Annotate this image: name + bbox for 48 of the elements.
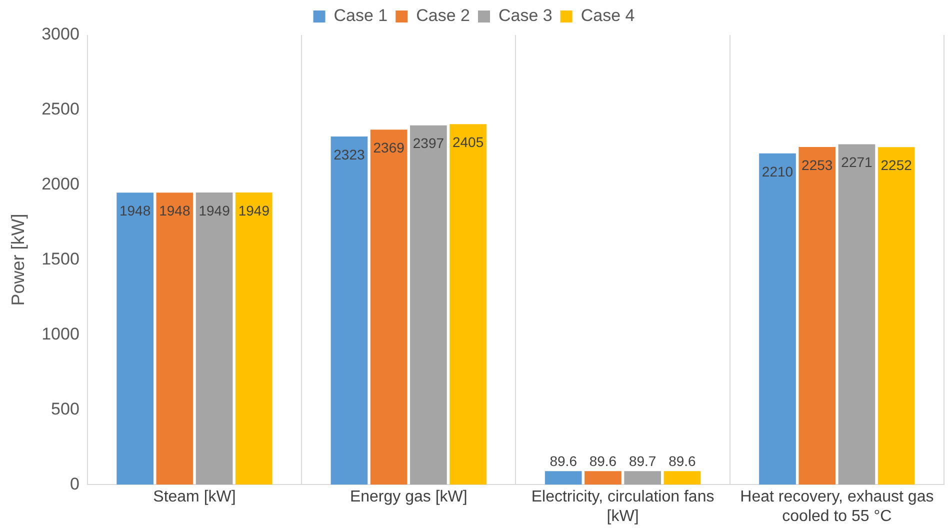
bar <box>878 147 915 485</box>
y-axis-title: Power [kW] <box>8 214 28 306</box>
x-tick-label: Heat recovery, exhaust gas cooled to 55 °C <box>740 488 934 525</box>
y-tick-label: 2500 <box>42 100 80 119</box>
legend-label: Case 4 <box>580 6 635 26</box>
bar <box>759 153 796 485</box>
bar <box>544 471 582 485</box>
data-label: 2252 <box>880 156 912 173</box>
legend-label: Case 1 <box>334 6 388 26</box>
bar <box>798 146 836 485</box>
bar <box>330 136 368 485</box>
x-tick-label: Steam [kW] <box>153 488 236 506</box>
y-tick-label: 1500 <box>42 249 80 268</box>
data-label: 89.6 <box>550 453 578 470</box>
bar <box>370 130 408 485</box>
data-label: 2323 <box>334 146 365 162</box>
data-label: 89.6 <box>668 453 696 470</box>
data-label: 1949 <box>198 202 230 218</box>
y-tick-label: 2000 <box>42 174 80 194</box>
bar <box>584 471 622 485</box>
bar <box>450 124 486 485</box>
bar <box>838 144 876 485</box>
bar <box>235 192 272 485</box>
data-label: 1948 <box>159 202 190 219</box>
data-label: 2253 <box>802 156 833 173</box>
x-tick-label: Electricity, circulation fans [kW] <box>531 488 714 525</box>
x-tick-label: Energy gas [kW] <box>350 488 468 506</box>
bar <box>664 471 701 485</box>
data-label: 1949 <box>238 202 270 218</box>
y-tick-label: 500 <box>51 399 80 418</box>
bar <box>196 192 233 485</box>
legend-label: Case 3 <box>498 6 552 26</box>
bar <box>410 125 447 485</box>
bar <box>156 192 194 485</box>
data-label: 2369 <box>373 139 405 156</box>
bar <box>624 471 662 485</box>
legend-label: Case 2 <box>416 6 470 26</box>
bar <box>116 192 154 485</box>
data-label: 2405 <box>452 134 484 150</box>
data-label: 1948 <box>119 202 151 219</box>
y-tick-label: 3000 <box>42 24 80 44</box>
y-tick-label: 1000 <box>42 324 80 344</box>
data-label: 2271 <box>841 154 873 170</box>
data-label: 89.7 <box>628 453 656 470</box>
data-label: 2397 <box>412 135 444 152</box>
y-tick-label: 0 <box>70 474 80 494</box>
data-label: 2210 <box>762 163 794 180</box>
data-label: 89.6 <box>589 453 617 470</box>
